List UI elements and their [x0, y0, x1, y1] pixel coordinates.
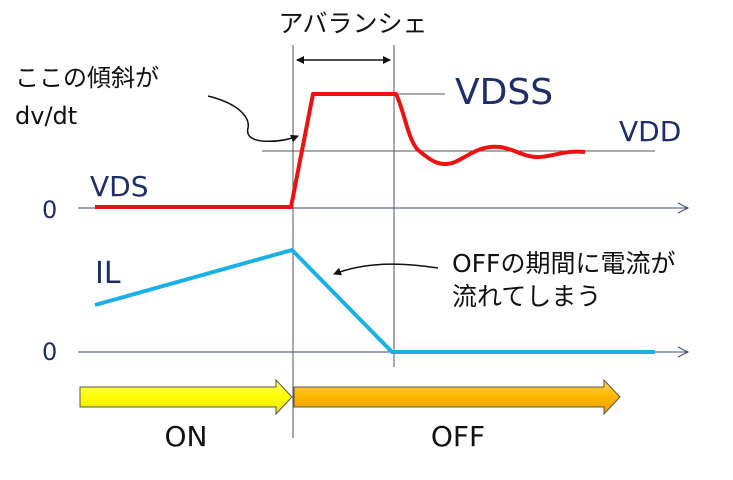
- il-zero-label: 0: [42, 338, 57, 366]
- avalanche-label: アバランシェ: [278, 9, 427, 38]
- il-label: IL: [95, 256, 121, 291]
- slope-label-line1: ここの傾斜が: [15, 64, 159, 92]
- vdss-label: VDSS: [455, 72, 553, 113]
- il-axis-arrowhead: [677, 346, 690, 358]
- off-label: OFF: [431, 420, 485, 453]
- off-current-label-line2: 流れてしまう: [452, 282, 601, 311]
- vds-label: VDS: [90, 170, 149, 203]
- vds-waveform: [95, 92, 586, 209]
- slope-callout-arrow: [207, 95, 299, 143]
- off-period-arrow: [293, 378, 621, 416]
- slope-label-line2: dv/dt: [15, 102, 77, 130]
- on-period-arrow: [79, 378, 293, 416]
- off-current-label-line1: OFFの期間に電流が: [452, 249, 675, 278]
- il-waveform: [94, 248, 655, 354]
- on-label: ON: [165, 420, 208, 453]
- off-current-callout-arrow: [333, 263, 439, 276]
- vds-axis-arrowhead: [677, 202, 690, 214]
- vds-zero-label: 0: [42, 196, 57, 224]
- vdd-label: VDD: [619, 115, 681, 148]
